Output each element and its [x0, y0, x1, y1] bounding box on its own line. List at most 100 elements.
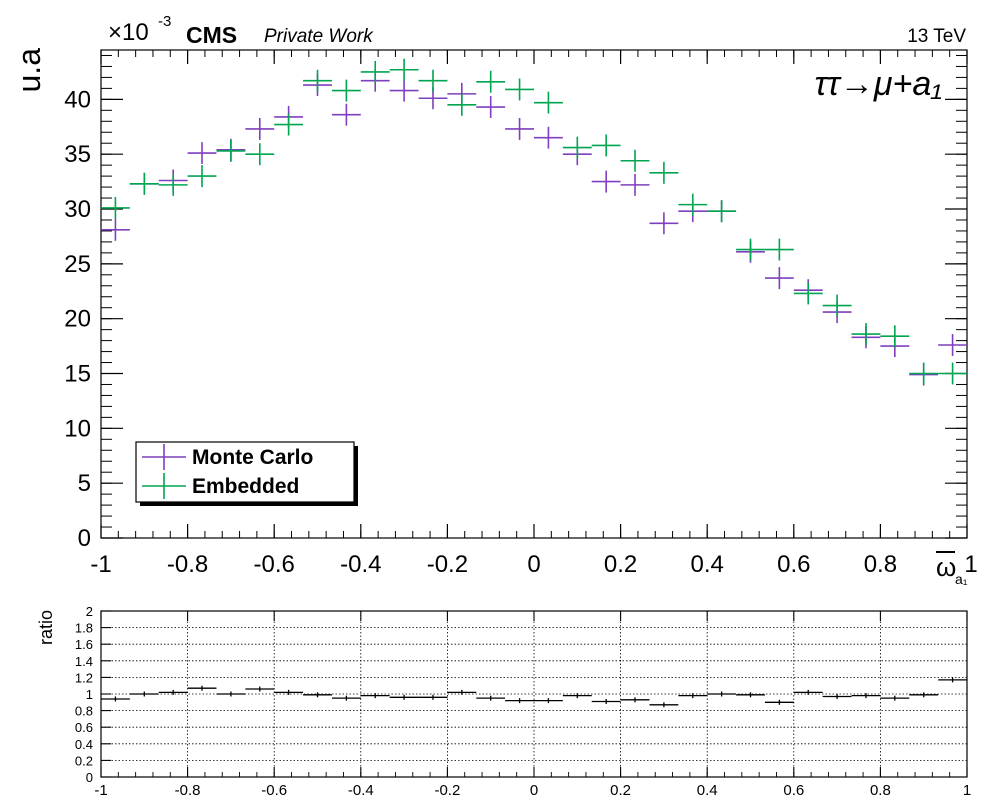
point-embedded: [793, 282, 823, 305]
ratio-point: [187, 685, 217, 691]
ratio-point: [938, 677, 967, 683]
ratio-point: [331, 695, 361, 701]
main-x-tick-label: 0.8: [864, 551, 897, 578]
main-y-tick-label: 35: [64, 141, 91, 168]
ratio-point: [793, 689, 823, 695]
point-embedded: [274, 113, 304, 136]
point-embedded: [216, 139, 246, 162]
ratio-y-tick-label: 1.6: [75, 637, 93, 652]
ratio-point: [591, 698, 621, 704]
point-monte-carlo: [187, 142, 217, 165]
point-embedded: [678, 193, 708, 216]
point-monte-carlo: [533, 126, 563, 149]
ratio-point: [418, 694, 448, 700]
legend-marker-monte-carlo: [142, 444, 186, 470]
main-y-tick-label: 40: [64, 86, 91, 113]
point-embedded: [591, 134, 621, 157]
ratio-point: [158, 689, 188, 695]
point-embedded: [562, 136, 592, 159]
exponent-power: -3: [158, 13, 171, 30]
point-monte-carlo: [389, 79, 419, 102]
main-x-axis-label: ω: [936, 552, 956, 582]
ratio-point: [562, 693, 592, 699]
ratio-y-tick-label: 0.6: [75, 720, 93, 735]
main-x-tick-label: -0.8: [167, 551, 208, 578]
point-embedded: [187, 165, 217, 188]
energy-label: 13 TeV: [907, 26, 966, 47]
ratio-point: [649, 702, 679, 708]
ratio-y-tick-label: 1.4: [75, 654, 93, 669]
point-embedded: [736, 238, 765, 261]
legend-label-monte-carlo: Monte Carlo: [192, 446, 313, 469]
ratio-x-tick-label: 0.4: [697, 782, 718, 799]
ratio-y-axis-label: ratio: [36, 610, 56, 645]
main-x-tick-label: 0.2: [604, 551, 637, 578]
point-monte-carlo: [620, 173, 650, 196]
process-label: ττ→μ+a₁: [814, 65, 942, 103]
main-x-tick-label: 0.4: [691, 551, 724, 578]
main-x-tick-label: 0: [527, 551, 540, 578]
ratio-point: [389, 694, 419, 700]
ratio-x-tick-label: -0.4: [348, 782, 374, 799]
ratio-point: [707, 691, 737, 697]
main-y-tick-label: 30: [64, 196, 91, 223]
ratio-point: [620, 697, 650, 703]
ratio-x-tick-label: 0.6: [783, 782, 804, 799]
ratio-x-tick-label: -0.6: [261, 782, 287, 799]
exponent-base: ×10: [108, 19, 149, 46]
ratio-x-tick-label: 0.8: [870, 782, 891, 799]
main-plot-panel: ττ→μ+a₁ u.a ω a₁ -1 -0.8 -0.6 -0.4 -0.2 0 0.2 0…: [11, 48, 978, 587]
ratio-point: [909, 692, 939, 698]
point-embedded: [476, 70, 506, 93]
point-embedded: [245, 143, 275, 166]
ratio-point: [736, 692, 765, 698]
ratio-series-group: [101, 677, 967, 708]
ratio-point: [101, 696, 130, 702]
point-embedded: [447, 93, 477, 116]
legend: Monte Carlo Embedded: [135, 441, 358, 506]
legend-marker-embedded: [142, 473, 186, 499]
experiment-note: Private Work: [264, 26, 374, 47]
ratio-point: [129, 691, 159, 697]
main-y-tick-label: 20: [64, 306, 91, 333]
main-x-tick-label: 1: [964, 551, 977, 578]
ratio-point: [505, 698, 535, 704]
point-embedded: [649, 161, 679, 184]
main-x-tick-label: -0.6: [254, 551, 295, 578]
main-axis-ticks: -1 -0.8 -0.6 -0.4 -0.2 0 0.2 0.4 0.6 0.8 105101520…: [64, 50, 978, 578]
main-y-tick-label: 10: [64, 415, 91, 442]
ratio-point: [678, 693, 708, 699]
ratio-x-tick-label: -0.2: [434, 782, 460, 799]
ratio-y-tick-label: 0.8: [75, 704, 93, 719]
point-embedded: [505, 78, 535, 101]
point-embedded: [909, 362, 939, 385]
point-monte-carlo: [764, 267, 794, 290]
point-embedded: [533, 91, 563, 114]
point-embedded: [303, 69, 332, 92]
ratio-point: [822, 694, 852, 699]
main-y-tick-label: 5: [78, 470, 91, 497]
series-embedded: [101, 58, 967, 385]
main-y-tick-label: 15: [64, 361, 91, 388]
ratio-plot-panel: ratio -1 -0.8 -0.6 -0.4 -0.2 0 0.2 0.4 0.6 0.8 100…: [36, 604, 971, 799]
ratio-y-tick-label: 1.8: [75, 621, 93, 636]
point-embedded: [822, 294, 852, 317]
ratio-y-tick-label: 0.2: [75, 753, 93, 768]
ratio-point: [245, 686, 275, 692]
ratio-point: [476, 695, 506, 701]
point-embedded: [129, 172, 159, 195]
experiment-label: CMS: [186, 22, 237, 48]
main-y-axis-label: u.a: [11, 48, 47, 93]
ratio-point: [851, 693, 881, 699]
ratio-x-tick-label: 0.2: [610, 782, 631, 799]
point-embedded: [880, 325, 910, 348]
point-monte-carlo: [245, 117, 275, 140]
main-x-tick-label: 0.6: [777, 551, 810, 578]
point-embedded: [851, 323, 881, 345]
point-monte-carlo: [649, 212, 679, 235]
ratio-point: [447, 689, 477, 695]
point-embedded: [707, 200, 737, 223]
point-embedded: [331, 79, 361, 102]
